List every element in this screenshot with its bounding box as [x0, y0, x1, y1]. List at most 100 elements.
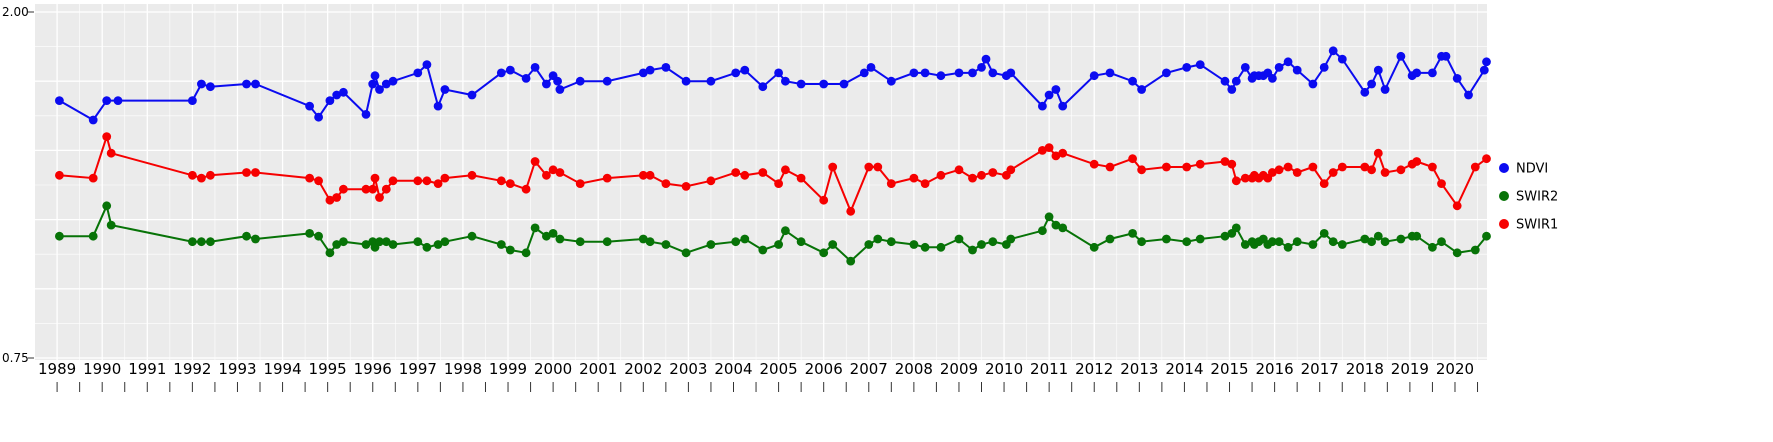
data-point-ndvi — [440, 85, 450, 94]
data-point-ndvi — [1367, 79, 1376, 89]
data-point-swir2 — [555, 234, 565, 244]
data-point-swir2 — [1220, 231, 1230, 241]
data-point-swir2 — [1308, 240, 1318, 249]
data-point-swir1 — [88, 173, 98, 183]
data-point-ndvi — [1268, 74, 1277, 83]
data-point-swir1 — [251, 168, 260, 177]
data-point-ndvi — [681, 76, 691, 86]
data-point-swir2 — [740, 234, 750, 244]
data-point-swir1 — [361, 184, 371, 194]
data-point-swir2 — [467, 231, 477, 241]
data-point-swir2 — [542, 231, 551, 241]
data-point-swir2 — [873, 234, 883, 244]
data-point-swir1 — [1195, 159, 1205, 169]
data-point-ndvi — [422, 60, 432, 69]
data-point-swir1 — [467, 170, 477, 180]
data-point-swir2 — [1274, 237, 1284, 247]
data-point-swir2 — [1437, 237, 1446, 247]
x-tick-label: 2000 — [534, 360, 572, 378]
data-point-swir2 — [796, 237, 806, 247]
data-point-ndvi — [375, 85, 384, 94]
data-point-swir2 — [433, 240, 443, 249]
data-point-swir1 — [530, 157, 540, 166]
x-tick-label: 2020 — [1436, 360, 1474, 378]
data-point-ndvi — [305, 101, 314, 111]
data-point-swir1 — [1105, 162, 1115, 172]
data-point-swir1 — [305, 173, 314, 183]
data-point-swir2 — [1051, 220, 1061, 230]
data-point-ndvi — [1452, 74, 1462, 83]
data-point-ndvi — [1240, 63, 1250, 72]
data-point-swir2 — [505, 245, 515, 255]
data-point-swir2 — [422, 242, 432, 252]
data-point-ndvi — [413, 68, 423, 78]
data-point-ndvi — [251, 79, 260, 89]
data-point-ndvi — [1051, 85, 1061, 94]
data-point-swir2 — [1231, 223, 1241, 233]
data-point-swir1 — [638, 170, 648, 180]
data-point-swir2 — [1038, 226, 1047, 236]
data-point-swir1 — [661, 179, 671, 189]
x-tick-label: 2018 — [1346, 360, 1384, 378]
data-point-swir2 — [681, 248, 691, 258]
data-point-ndvi — [886, 76, 896, 86]
legend-label-ndvi[interactable]: NDVI — [1516, 162, 1548, 177]
data-point-swir2 — [1380, 237, 1390, 247]
legend-key-swir2-icon[interactable] — [1499, 191, 1509, 201]
data-point-swir1 — [381, 184, 391, 194]
data-point-swir1 — [731, 168, 741, 177]
data-point-swir1 — [1268, 168, 1277, 177]
data-point-swir1 — [332, 193, 342, 202]
data-point-swir2 — [774, 240, 783, 249]
data-point-swir2 — [645, 237, 655, 247]
data-point-swir1 — [206, 170, 215, 180]
data-point-swir2 — [88, 231, 98, 241]
x-tick-label: 2003 — [669, 360, 707, 378]
data-point-swir1 — [440, 173, 450, 183]
data-point-swir1 — [339, 184, 348, 194]
data-point-swir2 — [305, 229, 314, 238]
data-point-swir2 — [102, 201, 112, 211]
data-point-swir1 — [954, 165, 964, 175]
data-point-ndvi — [1227, 85, 1237, 94]
data-point-ndvi — [1412, 68, 1422, 78]
x-tick-label: 2004 — [714, 360, 752, 378]
data-point-ndvi — [1162, 68, 1171, 78]
x-tick-label: 2007 — [850, 360, 888, 378]
data-point-swir2 — [954, 234, 964, 244]
data-point-swir1 — [555, 168, 565, 177]
data-point-swir2 — [909, 240, 919, 249]
data-point-ndvi — [361, 110, 371, 119]
legend-label-swir1[interactable]: SWIR1 — [1516, 218, 1558, 233]
data-point-ndvi — [368, 79, 378, 89]
x-tick-label: 1996 — [354, 360, 392, 378]
data-point-swir1 — [413, 176, 423, 186]
data-point-ndvi — [936, 71, 946, 81]
data-point-swir1 — [886, 179, 896, 189]
x-tick-label: 1990 — [83, 360, 121, 378]
data-point-swir1 — [106, 148, 116, 158]
data-point-ndvi — [206, 82, 215, 92]
legend-key-ndvi-icon[interactable] — [1499, 163, 1509, 173]
data-point-swir2 — [864, 240, 874, 249]
legend-key-swir1-icon[interactable] — [1499, 219, 1509, 229]
data-point-ndvi — [968, 68, 977, 78]
data-point-ndvi — [839, 79, 849, 89]
data-point-ndvi — [920, 68, 930, 78]
data-point-swir2 — [242, 231, 251, 241]
data-point-swir2 — [781, 226, 790, 236]
data-point-ndvi — [781, 76, 790, 86]
data-point-swir2 — [381, 237, 391, 247]
data-point-swir1 — [1360, 162, 1370, 172]
data-point-swir2 — [55, 231, 64, 241]
data-point-swir1 — [1006, 165, 1016, 175]
x-tick-label: 2005 — [759, 360, 797, 378]
data-point-swir1 — [909, 173, 919, 183]
legend-label-swir2[interactable]: SWIR2 — [1516, 190, 1558, 205]
data-point-swir1 — [388, 176, 398, 186]
data-point-ndvi — [505, 65, 515, 75]
x-tick-label: 2002 — [624, 360, 662, 378]
data-point-swir1 — [1292, 168, 1302, 177]
